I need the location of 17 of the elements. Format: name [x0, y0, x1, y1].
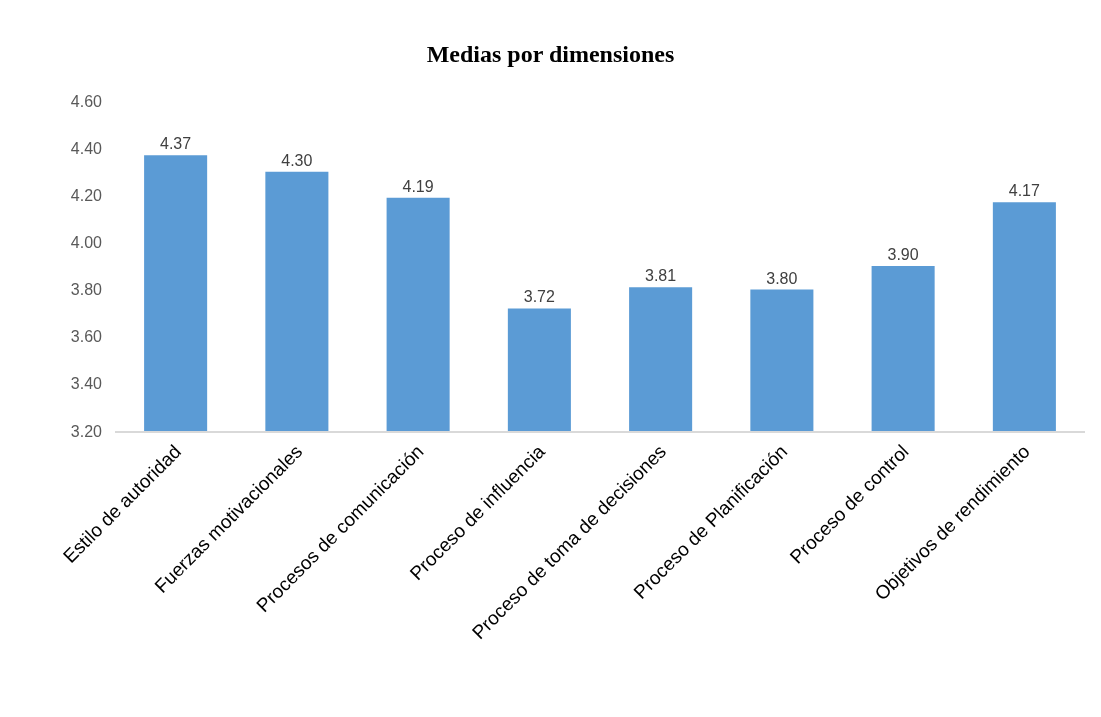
y-tick-label: 3.20: [70, 422, 103, 440]
y-tick-label: 3.40: [70, 375, 103, 393]
y-tick-label: 4.60: [70, 92, 103, 110]
data-label: 4.37: [160, 135, 192, 153]
y-tick-label: 4.40: [70, 139, 103, 157]
data-label: 4.17: [1008, 182, 1040, 200]
data-label: 3.81: [645, 267, 677, 285]
data-label: 3.80: [766, 269, 798, 287]
data-label: 4.19: [402, 177, 434, 195]
y-tick-label: 3.80: [70, 281, 103, 299]
y-tick-label: 4.20: [70, 186, 103, 204]
chart-title: Medias por dimensiones: [426, 41, 675, 68]
data-label: 3.90: [887, 246, 919, 263]
data-label: 4.30: [281, 151, 313, 169]
data-label: 3.72: [523, 288, 555, 306]
y-tick-label: 3.60: [70, 328, 103, 346]
y-tick-label: 4.00: [70, 234, 103, 252]
